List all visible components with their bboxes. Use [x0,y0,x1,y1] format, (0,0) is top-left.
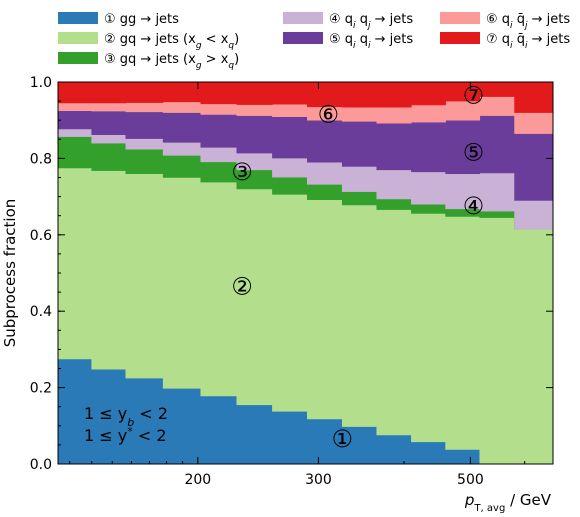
legend-swatch-4 [283,12,323,24]
x-tick-label-1: 300 [305,472,332,488]
legend-swatch-7 [440,32,480,44]
legend-swatch-3 [58,52,98,64]
x-tick-label-0: 200 [184,472,211,488]
region-label-3: ③ [231,158,253,186]
legend-swatch-1 [58,12,98,24]
legend-label-5: ⑤ qi qi → jets [329,32,413,51]
legend-swatch-5 [283,32,323,44]
y-tick-label-0: 0.0 [30,457,52,473]
x-axis-label: pT, avg / GeV [464,491,552,514]
region-label-6: ⑥ [317,100,339,128]
y-tick-label-2: 0.4 [30,304,52,320]
y-tick-label-5: 1.0 [30,75,52,91]
plot-area [57,81,554,465]
y-tick-label-1: 0.2 [30,381,52,397]
legend-label-1: ① gg → jets [104,12,179,27]
region-label-1: ① [331,425,353,453]
y-tick-label-4: 0.8 [30,151,52,167]
region-text-ystar: 1 ≤ y* < 2 [84,425,167,446]
region-label-5: ⑤ [463,139,485,167]
x-tick-label-2: 500 [457,472,484,488]
axes: 0.0 0.2 0.4 0.6 0.8 1.0 200 300 500 Subprocess fr… [1,75,554,514]
y-tick-label-3: 0.6 [30,228,52,244]
legend-label-2: ② gq → jets (xg < xq) [104,32,239,51]
region-label-2: ② [231,272,253,300]
legend-label-6: ⑥ qi q̄j → jets [486,12,570,31]
region-label-7: ⑦ [463,81,485,109]
legend-label-3: ③ gq → jets (xg > xq) [104,52,239,71]
legend-label-4: ④ qi qj → jets [329,12,413,31]
legend-label-7: ⑦ qi q̄i → jets [486,32,570,51]
legend-swatch-2 [58,32,98,44]
region-label-4: ④ [463,192,485,220]
legend-swatch-6 [440,12,480,24]
legend: ① gg → jets ② gq → jets (xg < xq)③ gq → j… [58,12,570,71]
y-axis-label: Subprocess fraction [1,199,19,348]
